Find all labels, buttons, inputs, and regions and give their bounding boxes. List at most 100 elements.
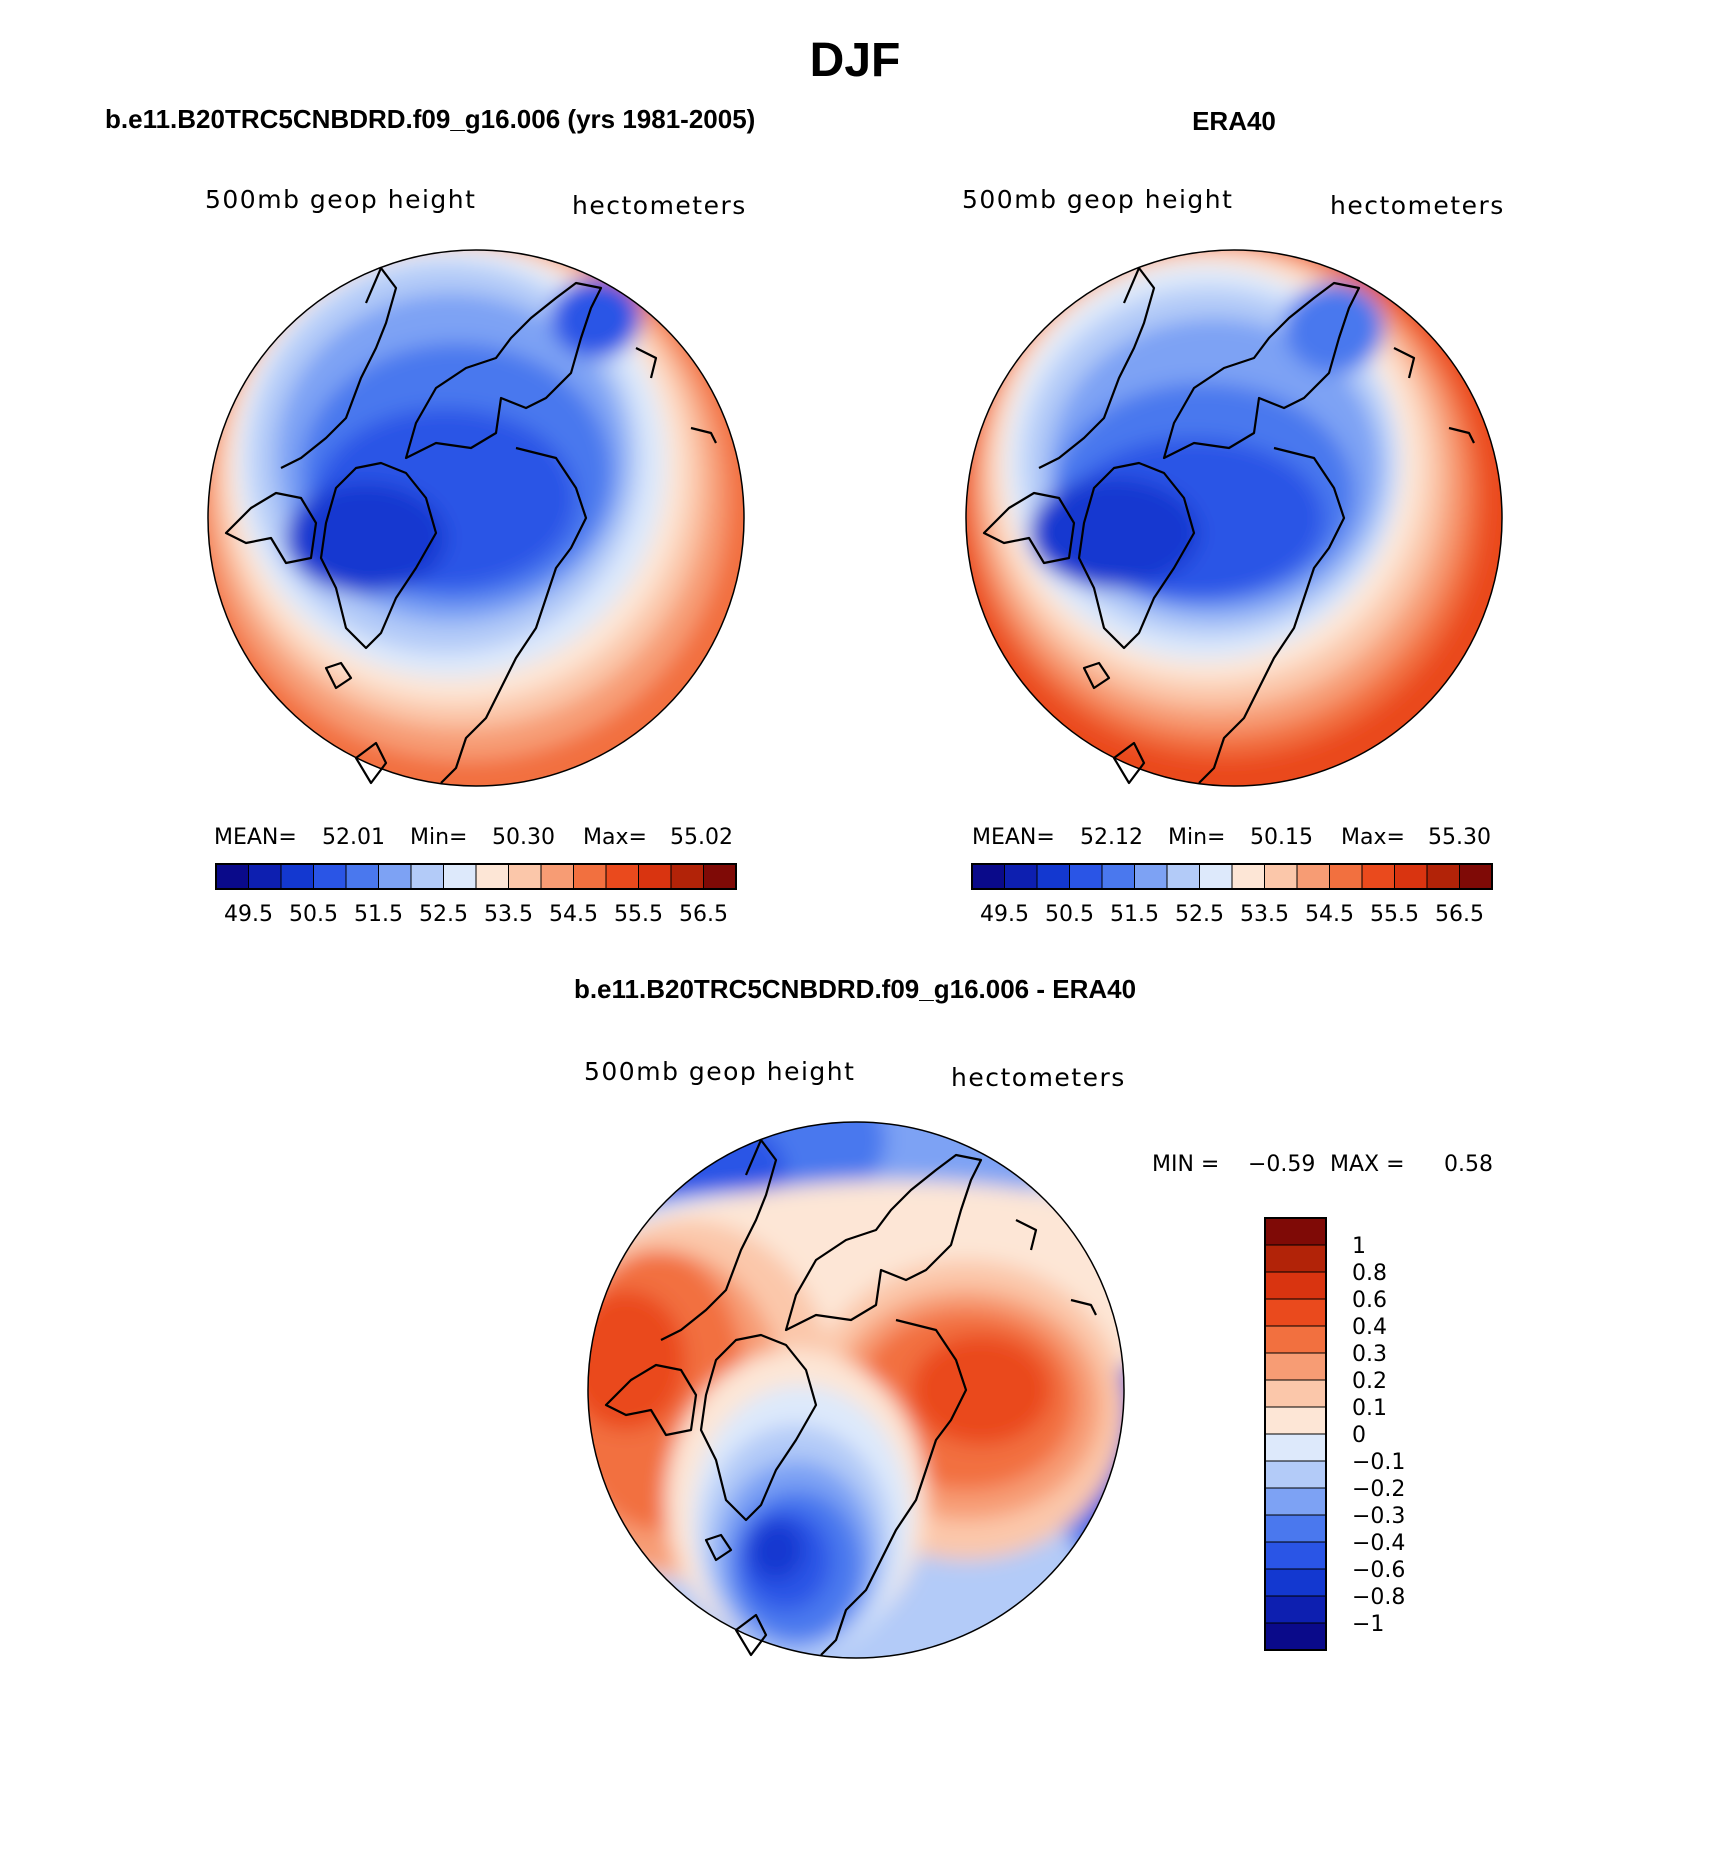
model-colorbar-swatch — [475, 863, 509, 890]
diff-colorbar-label: 0.6 — [1352, 1288, 1387, 1313]
diff-max-value: 0.58 — [1444, 1152, 1493, 1177]
diff-colorbar-swatch — [1264, 1541, 1327, 1570]
model-colorbar-swatch — [345, 863, 379, 890]
model-mean-label: MEAN= — [214, 825, 297, 850]
model-colorbar-label: 56.5 — [679, 902, 728, 927]
obs-colorbar-label: 53.5 — [1240, 902, 1289, 927]
obs-colorbar-label: 51.5 — [1110, 902, 1159, 927]
model-colorbar: 49.5 50.5 51.5 52.5 53.5 54.5 55.5 56.5 — [215, 863, 737, 927]
obs-panel: 500mb geop height hectometers — [962, 185, 1505, 927]
obs-variable-label: 500mb geop height — [962, 185, 1233, 214]
obs-colorbar-label: 49.5 — [980, 902, 1029, 927]
obs-colorbar-swatch — [1231, 863, 1265, 890]
model-colorbar-label: 53.5 — [484, 902, 533, 927]
obs-mean-label: MEAN= — [972, 825, 1055, 850]
diff-colorbar-swatch — [1264, 1514, 1327, 1543]
diff-colorbar-swatch — [1264, 1406, 1327, 1435]
diff-colorbar-label: 0 — [1352, 1423, 1366, 1448]
obs-coastlines — [982, 266, 1475, 785]
obs-units-label: hectometers — [1330, 191, 1505, 220]
diff-colorbar-swatch — [1264, 1244, 1327, 1273]
obs-colorbar-swatch — [1459, 863, 1493, 890]
diff-colorbar-label: −0.1 — [1352, 1450, 1405, 1475]
model-colorbar-swatch — [573, 863, 607, 890]
obs-polar-map — [965, 249, 1503, 787]
diff-colorbar-label: −0.3 — [1352, 1504, 1405, 1529]
obs-colorbar-label: 56.5 — [1435, 902, 1484, 927]
model-heading: b.e11.B20TRC5CNBDRD.f09_g16.006 (yrs 198… — [105, 104, 755, 134]
diff-colorbar-swatch — [1264, 1325, 1327, 1354]
obs-mean-value: 52.12 — [1080, 825, 1143, 850]
main-title: DJF — [810, 34, 901, 87]
model-units-label: hectometers — [572, 191, 747, 220]
model-coastlines — [224, 266, 717, 785]
diff-colorbar-swatch — [1264, 1379, 1327, 1408]
model-panel: 500mb geop height hectometers — [205, 185, 747, 927]
model-colorbar-swatch — [638, 863, 672, 890]
obs-colorbar-swatch — [1166, 863, 1200, 890]
diff-colorbar-swatch — [1264, 1298, 1327, 1327]
model-colorbar-swatch — [248, 863, 282, 890]
model-colorbar-swatch — [280, 863, 314, 890]
obs-colorbar-swatch — [1036, 863, 1070, 890]
obs-min-value: 50.15 — [1250, 825, 1313, 850]
obs-colorbar-swatch — [1394, 863, 1428, 890]
obs-colorbar-label: 52.5 — [1175, 902, 1224, 927]
model-colorbar-swatch — [670, 863, 704, 890]
diff-colorbar-label: 0.1 — [1352, 1396, 1387, 1421]
obs-max-value: 55.30 — [1428, 825, 1491, 850]
model-variable-label: 500mb geop height — [205, 185, 476, 214]
obs-colorbar-swatch — [1426, 863, 1460, 890]
diff-polar-map — [587, 1121, 1125, 1659]
diff-colorbar-label: −0.2 — [1352, 1477, 1405, 1502]
model-mean-value: 52.01 — [322, 825, 385, 850]
obs-colorbar-swatch — [1199, 863, 1233, 890]
diff-colorbar-swatch — [1264, 1568, 1327, 1597]
diff-colorbar-label: −1 — [1352, 1612, 1384, 1637]
obs-colorbar: 49.5 50.5 51.5 52.5 53.5 54.5 55.5 56.5 — [971, 863, 1493, 927]
model-max-label: Max= — [583, 825, 647, 850]
obs-max-label: Max= — [1341, 825, 1405, 850]
model-colorbar-label: 49.5 — [224, 902, 273, 927]
obs-colorbar-label: 50.5 — [1045, 902, 1094, 927]
diff-colorbar-swatch — [1264, 1622, 1327, 1651]
model-max-value: 55.02 — [670, 825, 733, 850]
diff-min-label: MIN = — [1152, 1152, 1219, 1177]
diff-colorbar-label: 0.8 — [1352, 1261, 1387, 1286]
diff-heading: b.e11.B20TRC5CNBDRD.f09_g16.006 - ERA40 — [574, 974, 1136, 1004]
diff-colorbar-label: −0.4 — [1352, 1531, 1405, 1556]
obs-colorbar-label: 55.5 — [1370, 902, 1419, 927]
model-colorbar-swatch — [313, 863, 347, 890]
diff-max-label: MAX = — [1330, 1152, 1405, 1177]
obs-min-label: Min= — [1168, 825, 1225, 850]
model-colorbar-swatch — [410, 863, 444, 890]
diff-colorbar-label: −0.6 — [1352, 1558, 1405, 1583]
diff-colorbar-swatch — [1264, 1595, 1327, 1624]
model-colorbar-swatch — [443, 863, 477, 890]
diff-colorbar-label: 0.2 — [1352, 1369, 1387, 1394]
diff-coastlines — [604, 1138, 1097, 1657]
obs-colorbar-swatch — [1004, 863, 1038, 890]
model-stats: MEAN= 52.01 Min= 50.30 Max= 55.02 — [214, 825, 733, 850]
model-polar-map — [207, 249, 745, 787]
model-colorbar-swatch — [605, 863, 639, 890]
model-colorbar-label: 54.5 — [549, 902, 598, 927]
diff-colorbar: 10.80.60.40.30.20.10−0.1−0.2−0.3−0.4−0.6… — [1264, 1217, 1405, 1651]
diff-variable-label: 500mb geop height — [584, 1057, 855, 1086]
diff-colorbar-swatch — [1264, 1271, 1327, 1300]
diff-colorbar-swatch — [1264, 1460, 1327, 1489]
diff-colorbar-label: 1 — [1352, 1234, 1366, 1259]
diff-colorbar-label: −0.8 — [1352, 1585, 1405, 1610]
obs-colorbar-swatch — [1361, 863, 1395, 890]
obs-colorbar-swatch — [1329, 863, 1363, 890]
model-colorbar-label: 52.5 — [419, 902, 468, 927]
diff-panel: 500mb geop height hectometers — [584, 1057, 1493, 1659]
diff-colorbar-label: 0.4 — [1352, 1315, 1387, 1340]
model-colorbar-swatch — [540, 863, 574, 890]
obs-colorbar-label: 54.5 — [1305, 902, 1354, 927]
model-min-value: 50.30 — [492, 825, 555, 850]
obs-colorbar-swatch — [1069, 863, 1103, 890]
model-colorbar-swatch — [215, 863, 249, 890]
model-colorbar-swatch — [378, 863, 412, 890]
